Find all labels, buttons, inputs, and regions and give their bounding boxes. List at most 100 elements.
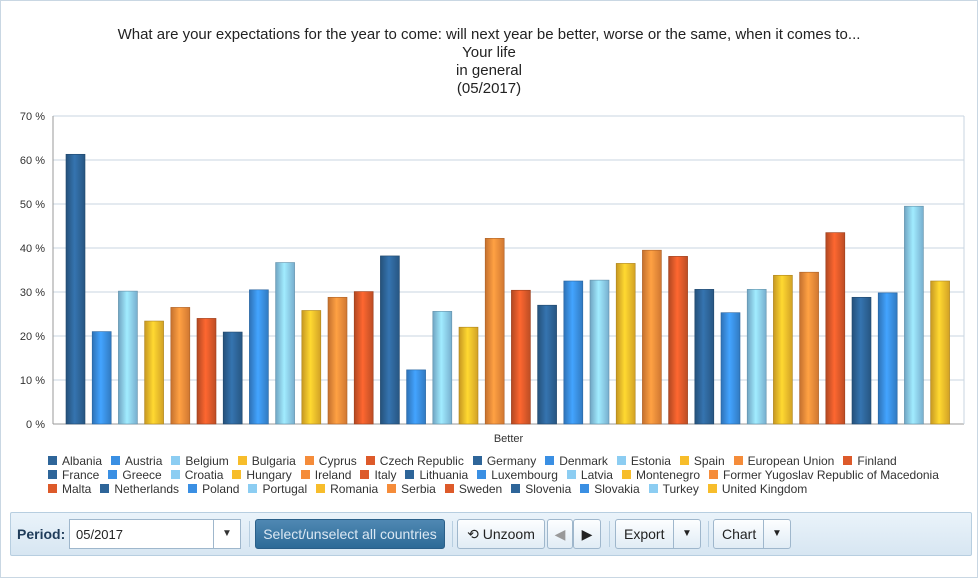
- legend-label: Denmark: [559, 454, 608, 468]
- legend-label: European Union: [747, 454, 835, 468]
- legend-item[interactable]: Albania: [48, 454, 102, 468]
- triangle-down-icon[interactable]: ▼: [213, 520, 240, 548]
- legend-swatch: [48, 456, 57, 465]
- legend-swatch: [248, 484, 258, 493]
- legend-item[interactable]: Sweden: [444, 482, 502, 496]
- triangle-right-icon: ▶: [581, 526, 593, 542]
- legend-swatch: [580, 484, 590, 493]
- legend-item[interactable]: Portugal: [248, 482, 307, 496]
- x-category-label: Better: [494, 433, 524, 445]
- legend-item[interactable]: Latvia: [566, 468, 613, 482]
- legend-item[interactable]: Spain: [679, 454, 725, 468]
- select-all-countries-button[interactable]: Select/unselect all countries: [255, 519, 445, 549]
- legend-item[interactable]: Croatia: [170, 468, 223, 482]
- bar-hungary: [458, 326, 479, 425]
- next-button[interactable]: ▶: [573, 519, 601, 549]
- legend-item[interactable]: Lithuania: [405, 468, 468, 482]
- legend-item[interactable]: Denmark: [545, 454, 608, 468]
- bar-belgium: [118, 290, 138, 425]
- legend-item[interactable]: Estonia: [616, 454, 671, 468]
- chart-legend: Albania Austria Belgium Bulgaria Cyprus Czech…: [48, 454, 958, 496]
- legend-swatch: [300, 470, 310, 479]
- y-tick-label: 60 %: [20, 155, 45, 167]
- legend-label: Latvia: [580, 468, 613, 482]
- legend-item[interactable]: Romania: [316, 482, 378, 496]
- legend-swatch: [405, 470, 415, 479]
- legend-swatch: [360, 470, 370, 479]
- period-select[interactable]: 05/2017 ▼: [69, 519, 241, 549]
- export-button[interactable]: Export ▼: [615, 519, 701, 549]
- legend-item[interactable]: European Union: [733, 454, 835, 468]
- triangle-down-icon[interactable]: ▼: [673, 520, 700, 548]
- legend-item[interactable]: Austria: [111, 454, 162, 468]
- bar-france: [380, 255, 400, 425]
- bar-slovenia: [851, 296, 872, 425]
- legend-label: United Kingdom: [721, 482, 808, 496]
- legend-swatch: [387, 484, 397, 493]
- chart-subtitle-2: in general: [456, 62, 522, 79]
- legend-label: Czech Republic: [379, 454, 464, 468]
- legend-swatch: [511, 484, 521, 493]
- legend-label: Malta: [62, 482, 92, 496]
- legend-swatch: [170, 470, 180, 479]
- chart-title: What are your expectations for the year …: [117, 26, 861, 43]
- legend-item[interactable]: Belgium: [171, 454, 229, 468]
- toolbar-divider: [452, 521, 453, 547]
- legend-item[interactable]: Netherlands: [100, 482, 179, 496]
- legend-item[interactable]: Slovakia: [580, 482, 640, 496]
- legend-item[interactable]: Greece: [108, 468, 162, 482]
- chart-type-button[interactable]: Chart ▼: [713, 519, 791, 549]
- export-label: Export: [624, 526, 665, 542]
- legend-item[interactable]: Luxembourg: [477, 468, 558, 482]
- legend-swatch: [100, 484, 110, 493]
- bar-denmark: [249, 289, 269, 425]
- legend-label: Bulgaria: [251, 454, 296, 468]
- legend-item[interactable]: Germany: [472, 454, 537, 468]
- legend-item[interactable]: Serbia: [387, 482, 436, 496]
- legend-item[interactable]: Malta: [48, 482, 91, 496]
- bar-spain: [301, 310, 322, 425]
- legend-item[interactable]: Ireland: [300, 468, 351, 482]
- legend-swatch: [709, 470, 718, 479]
- period-label: Period:: [17, 526, 66, 542]
- legend-swatch: [472, 456, 482, 465]
- legend-item[interactable]: Slovenia: [511, 482, 571, 496]
- bar-former-yugoslav-republic-of-macedonia: [642, 249, 662, 425]
- bar-finland: [353, 291, 374, 425]
- legend-item[interactable]: Turkey: [648, 482, 699, 496]
- legend-item[interactable]: France: [48, 468, 99, 482]
- legend-swatch: [108, 470, 118, 479]
- legend-item[interactable]: Bulgaria: [237, 454, 296, 468]
- legend-item[interactable]: Poland: [188, 482, 239, 496]
- legend-item[interactable]: Cyprus: [304, 454, 357, 468]
- chart-type-label: Chart: [722, 526, 757, 542]
- legend-item[interactable]: Montenegro: [621, 468, 700, 482]
- legend-label: Romania: [330, 482, 379, 496]
- bar-luxembourg: [563, 280, 584, 425]
- legend-label: Turkey: [662, 482, 699, 496]
- legend-label: Luxembourg: [491, 468, 558, 482]
- y-tick-label: 40 %: [20, 243, 45, 255]
- legend-label: Italy: [374, 468, 397, 482]
- legend-label: Estonia: [630, 454, 671, 468]
- prev-button[interactable]: ◀: [547, 519, 573, 549]
- bar-croatia: [432, 311, 453, 425]
- unzoom-button[interactable]: ⟲ Unzoom: [457, 519, 545, 549]
- legend-item[interactable]: Italy: [360, 468, 396, 482]
- legend-swatch: [648, 484, 658, 493]
- legend-swatch: [48, 484, 57, 493]
- bar-european-union: [327, 296, 348, 425]
- legend-item[interactable]: Hungary: [232, 468, 292, 482]
- legend-label: Germany: [486, 454, 537, 468]
- legend-label: Montenegro: [635, 468, 700, 482]
- legend-swatch: [707, 484, 717, 493]
- legend-item[interactable]: Finland: [843, 454, 897, 468]
- legend-swatch: [171, 456, 181, 465]
- triangle-down-icon[interactable]: ▼: [763, 520, 790, 548]
- legend-item[interactable]: Former Yugoslav Republic of Macedonia: [709, 468, 939, 482]
- legend-item[interactable]: United Kingdom: [707, 482, 808, 496]
- legend-item[interactable]: Czech Republic: [365, 454, 464, 468]
- y-tick-label: 50 %: [20, 199, 45, 211]
- bar-albania: [65, 153, 86, 425]
- bar-italy: [511, 289, 531, 425]
